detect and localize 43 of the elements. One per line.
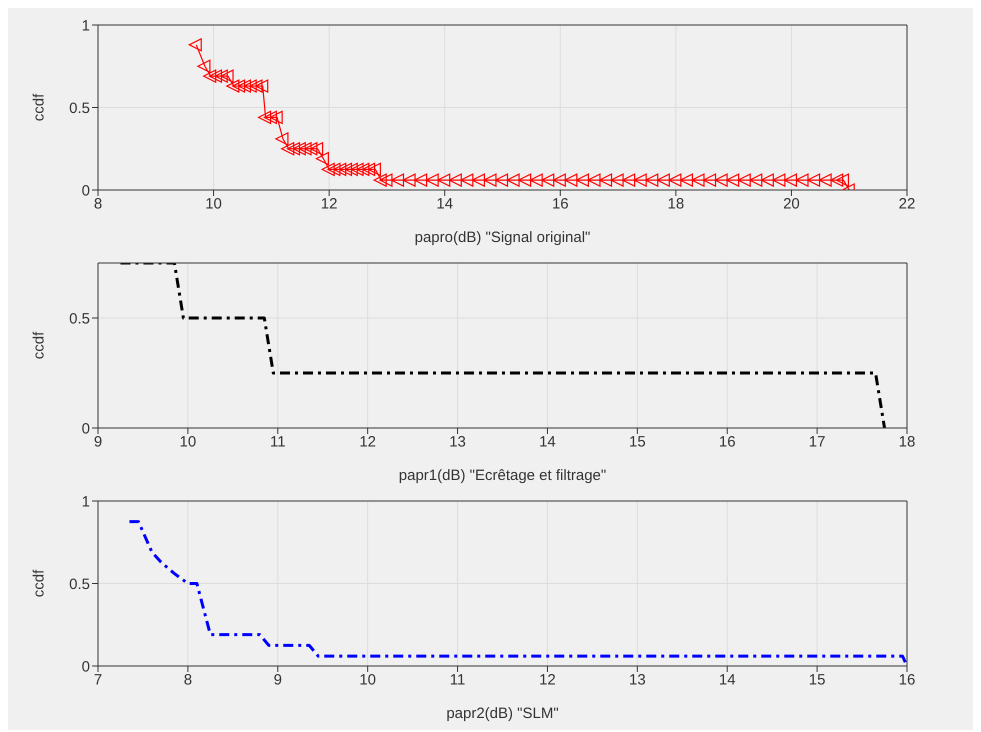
- x-tick-label: 20: [783, 196, 800, 213]
- y-tick-label: 0: [82, 420, 90, 438]
- x-tick-label: 10: [359, 672, 376, 689]
- x-tick-label: 14: [718, 672, 736, 689]
- x-tick-label: 11: [450, 672, 466, 689]
- x-tick-label: 9: [274, 672, 282, 689]
- x-tick-label: 12: [359, 434, 376, 451]
- x-tick-label: 8: [184, 672, 192, 689]
- y-tick-label: 0.5: [69, 310, 90, 328]
- y-tick-label: 1: [82, 493, 90, 510]
- x-tick-label: 10: [180, 434, 196, 451]
- x-tick-label: 22: [898, 196, 916, 213]
- y-tick-label: 1: [82, 17, 90, 34]
- x-tick-label: 16: [552, 196, 569, 213]
- y-tick-label: 0: [82, 658, 90, 676]
- x-tick-label: 12: [320, 196, 338, 213]
- x-tick-label: 15: [808, 672, 826, 689]
- y-tick-label: 0: [82, 182, 90, 200]
- y-tick-label: 0.5: [69, 100, 90, 117]
- x-tick-label: 7: [94, 672, 102, 689]
- x-tick-label: 11: [270, 434, 286, 451]
- x-tick-label: 12: [539, 672, 556, 689]
- x-tick-label: 18: [898, 434, 916, 451]
- line-series: [118, 263, 886, 428]
- x-tick-label: 16: [718, 434, 736, 451]
- x-tick-label: 15: [628, 434, 646, 451]
- y-tick-label: 0.5: [69, 576, 90, 593]
- y-axis-title: ccdf: [30, 330, 48, 360]
- x-tick-label: 10: [205, 196, 222, 213]
- x-tick-label: 14: [436, 196, 454, 213]
- x-tick-label: 9: [94, 434, 102, 451]
- x-axis-title: papr2(dB) "SLM": [446, 705, 559, 722]
- x-tick-label: 17: [808, 434, 826, 451]
- x-axis-title: papro(dB) "Signal original": [414, 229, 590, 246]
- x-axis-title: papr1(dB) "Ecrêtage et filtrage": [398, 467, 606, 484]
- x-tick-label: 16: [898, 672, 916, 689]
- y-axis-title: ccdf: [30, 568, 48, 598]
- x-tick-label: 14: [539, 434, 556, 451]
- x-tick-label: 18: [668, 196, 684, 213]
- x-tick-label: 13: [628, 672, 646, 689]
- x-tick-label: 8: [94, 196, 102, 213]
- y-axis-title: ccdf: [30, 92, 48, 122]
- x-tick-label: 13: [449, 434, 466, 451]
